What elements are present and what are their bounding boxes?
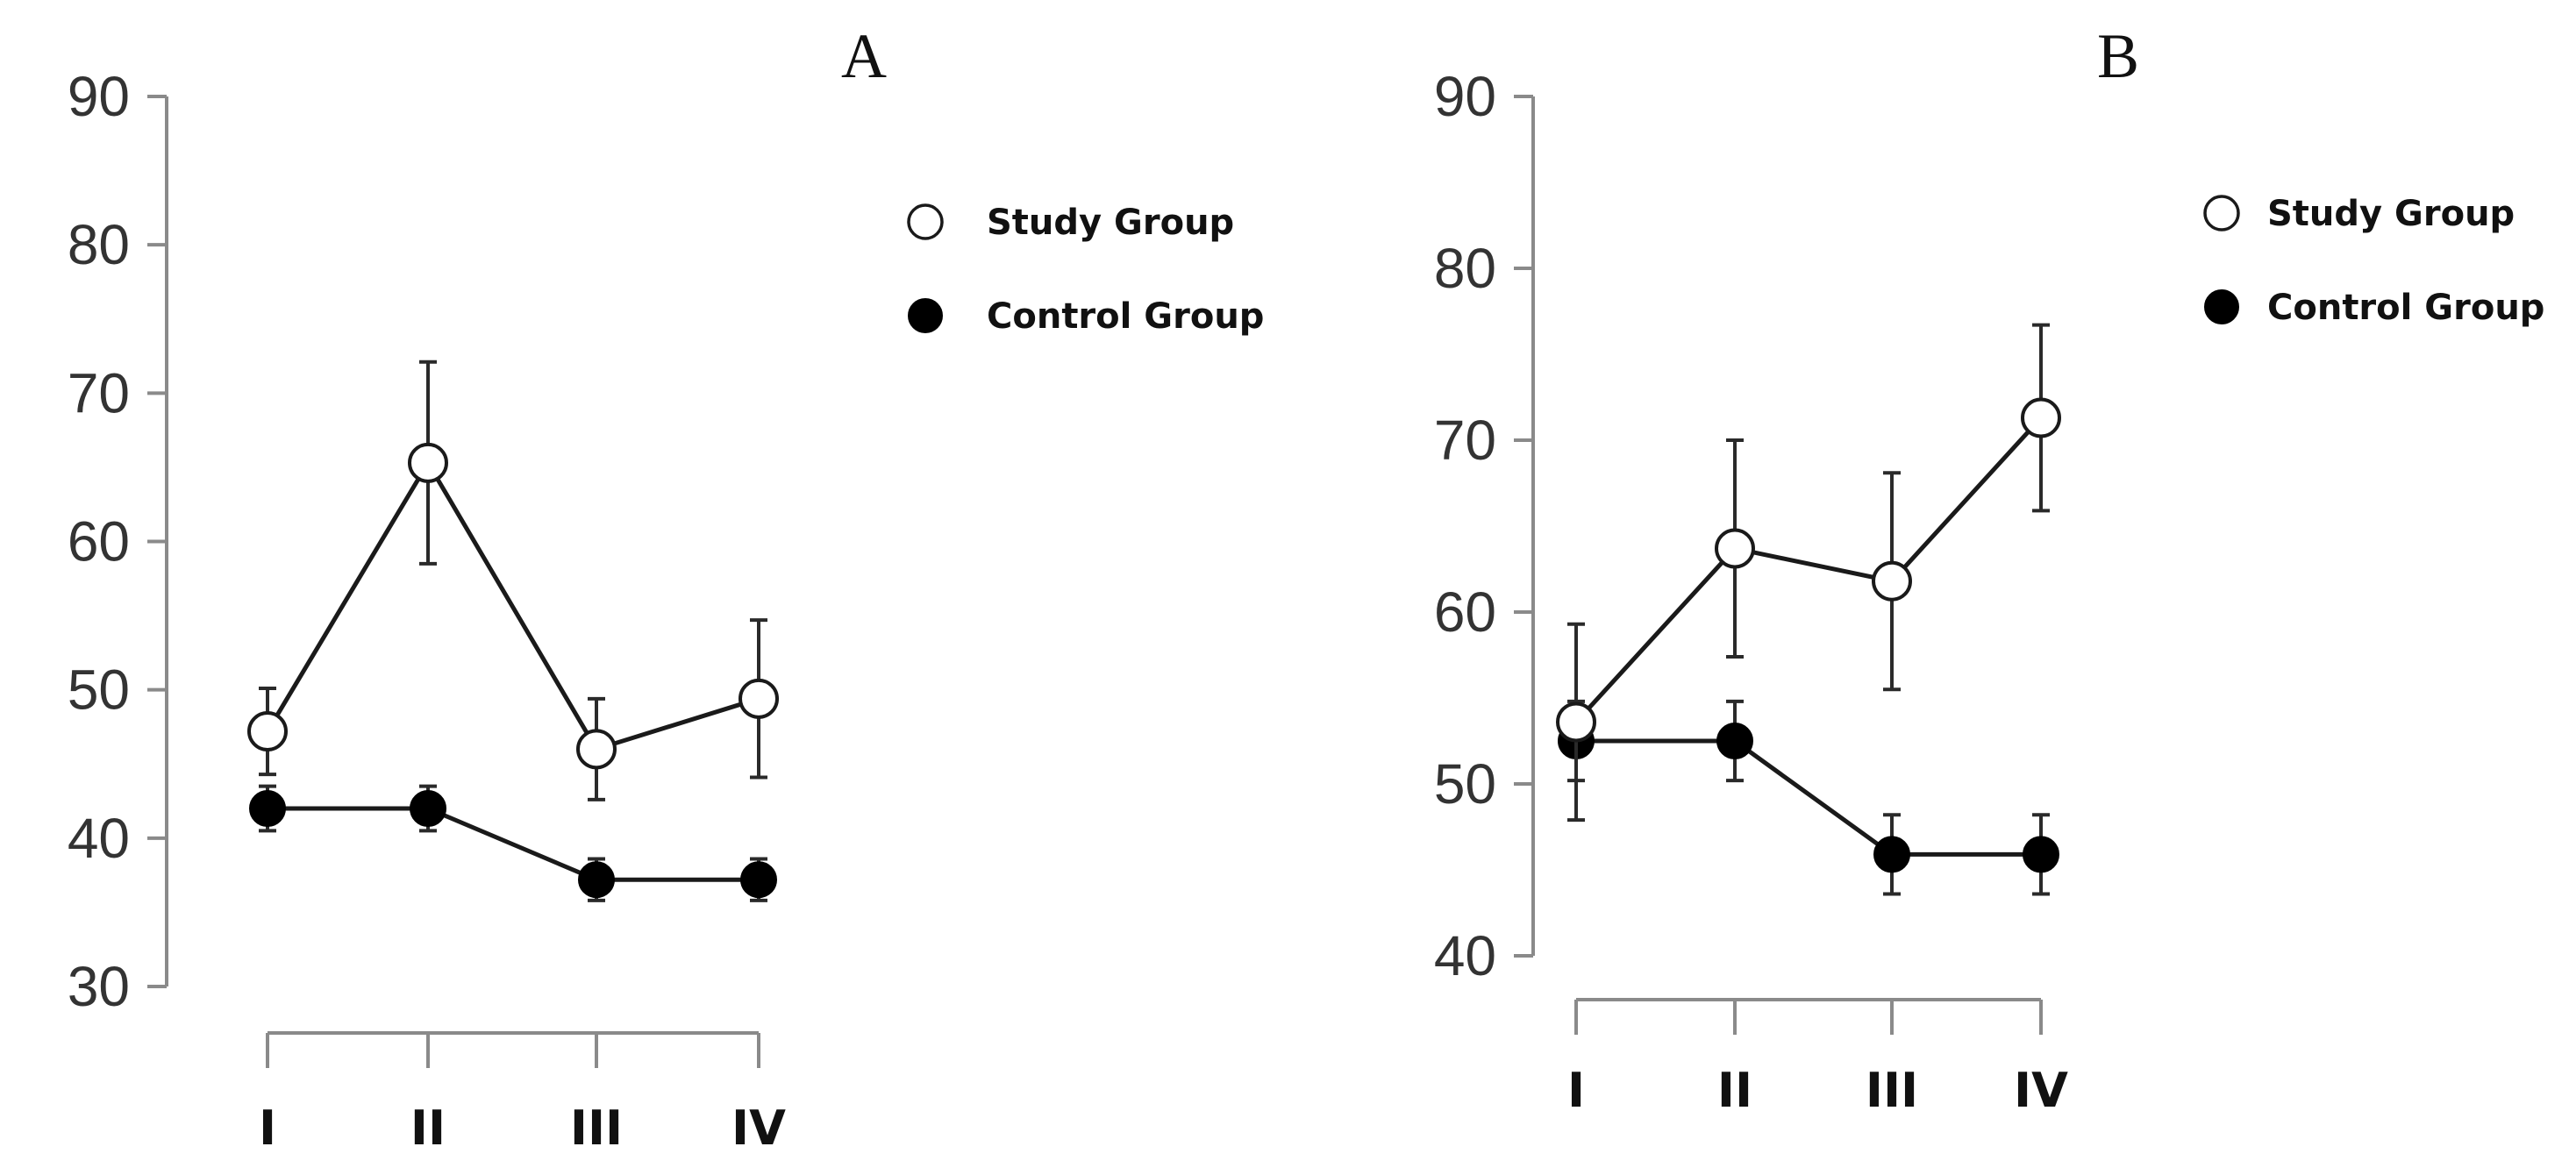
data-point: [1715, 528, 1755, 569]
y-tick-label: 90: [1434, 65, 1496, 128]
legend-label: Study Group: [2267, 194, 2515, 234]
x-tick-label: III: [570, 1100, 623, 1156]
x-tick-label: III: [1866, 1063, 1918, 1118]
data-point: [1716, 723, 1753, 759]
legend-marker: [2203, 195, 2240, 231]
data-point: [740, 861, 777, 899]
y-tick-label: 90: [68, 65, 130, 128]
data-point: [249, 790, 286, 827]
y-tick-label: 80: [1434, 237, 1496, 300]
legend-marker: [908, 298, 943, 333]
data-point: [410, 790, 446, 827]
y-tick-label: 70: [68, 361, 130, 424]
legend: Study Group Control Group: [2203, 194, 2544, 328]
legend-label: Control Group: [2267, 288, 2544, 328]
series-study: [1556, 323, 2061, 823]
series-line: [1574, 416, 2043, 724]
series-line: [268, 806, 759, 882]
x-tick-label: I: [1567, 1063, 1585, 1118]
series-study: [247, 360, 779, 801]
y-tick-label: 50: [1434, 752, 1496, 815]
x-tick-label: IV: [2014, 1063, 2068, 1118]
panel-label: B: [2097, 21, 2139, 91]
data-point: [2023, 836, 2059, 873]
data-point: [578, 861, 615, 899]
data-point: [1872, 560, 1912, 602]
x-tick-label: II: [410, 1100, 446, 1156]
y-tick-label: 40: [1434, 924, 1496, 987]
legend-marker: [2204, 289, 2239, 324]
data-point: [1873, 836, 1910, 873]
legend-label: Study Group: [987, 203, 1234, 243]
y-tick-label: 30: [68, 955, 130, 1018]
y-tick-label: 40: [68, 807, 130, 870]
legend-marker: [907, 203, 944, 240]
y-tick-label: 60: [68, 510, 130, 573]
panel-label: A: [841, 21, 887, 91]
legend: Study Group Control Group: [907, 203, 1264, 337]
data-point: [247, 711, 288, 752]
y-tick-label: 80: [68, 213, 130, 276]
x-tick-label: IV: [731, 1100, 786, 1156]
legend-label: Control Group: [987, 296, 1264, 337]
data-point: [408, 442, 448, 483]
x-tick-label: II: [1717, 1063, 1752, 1118]
series-control: [1558, 699, 2059, 896]
data-point: [739, 678, 779, 719]
data-point: [576, 729, 617, 770]
data-point: [1556, 702, 1596, 743]
series-line: [1576, 738, 2041, 857]
y-tick-label: 50: [68, 659, 130, 722]
series-control: [249, 784, 777, 902]
x-tick-label: I: [259, 1100, 276, 1156]
data-point: [2021, 397, 2061, 438]
y-tick-label: 70: [1434, 409, 1496, 472]
series-line: [265, 458, 760, 752]
y-tick-label: 60: [1434, 580, 1496, 644]
